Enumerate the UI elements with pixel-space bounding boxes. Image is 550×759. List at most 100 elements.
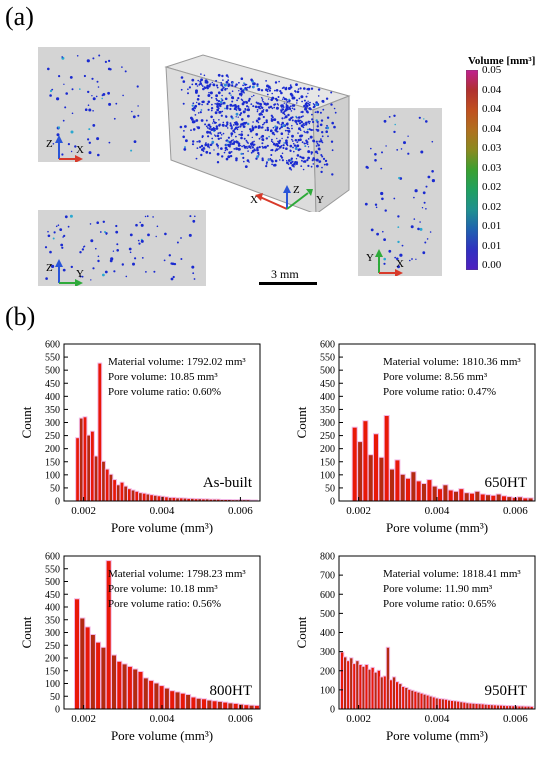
- annotation-text: Material volume: 1792.02 mm³: [108, 356, 246, 368]
- x-tick-label: 0.004: [150, 505, 175, 517]
- scale-bar-label: 3 mm: [271, 267, 299, 281]
- pore-dot: [197, 79, 199, 82]
- pore-dot: [192, 219, 196, 223]
- pore-dot: [214, 135, 217, 137]
- pore-dot: [281, 87, 284, 89]
- histogram-bar: [142, 493, 146, 501]
- annotation-text: Pore volume: 10.18 mm³: [108, 583, 218, 595]
- pore-dot: [153, 270, 156, 273]
- pore-dot: [217, 137, 220, 140]
- histogram-bar: [518, 497, 522, 501]
- pore-dot: [306, 128, 309, 131]
- pore-dot: [155, 235, 157, 238]
- pore-dot: [253, 148, 256, 151]
- pore-dot: [317, 147, 321, 151]
- pore-dot: [56, 97, 60, 101]
- histogram-bar: [441, 699, 445, 709]
- pore-dot: [268, 135, 270, 138]
- pore-dot: [288, 127, 290, 130]
- pore-dot: [229, 122, 232, 125]
- pore-dot: [281, 98, 284, 100]
- pore-dot: [413, 218, 416, 220]
- pore-dot: [295, 83, 298, 86]
- pore-dot: [307, 87, 311, 91]
- pore-dot: [204, 123, 207, 126]
- pore-dot: [217, 91, 221, 95]
- pore-dot: [302, 168, 305, 171]
- pore-dot: [79, 275, 82, 278]
- pore-dot: [250, 78, 253, 82]
- pore-dot: [244, 165, 248, 168]
- pore-dot: [218, 123, 221, 127]
- pore-dot: [270, 154, 273, 156]
- pore-dot: [92, 97, 96, 101]
- pore-dot: [115, 102, 118, 105]
- pore-dot: [297, 132, 299, 134]
- histogram-bar: [527, 706, 530, 709]
- histogram-bar: [448, 700, 451, 709]
- histogram-bar: [374, 672, 377, 709]
- histogram-bar: [176, 498, 179, 501]
- y-tick-label: 0: [330, 705, 335, 716]
- pore-dot: [49, 89, 53, 93]
- histogram-bar: [75, 599, 79, 709]
- pore-dot: [326, 116, 330, 119]
- pore-dot: [237, 126, 240, 129]
- pore-dot: [255, 157, 258, 160]
- pore-dot: [272, 142, 276, 146]
- pore-dot: [271, 107, 274, 110]
- pore-dot: [263, 121, 266, 124]
- sample-label: 650HT: [485, 475, 528, 491]
- y-tick-label: 100: [320, 685, 335, 696]
- pore-dot: [273, 118, 277, 121]
- annotation-text: Material volume: 1798.23 mm³: [108, 568, 246, 580]
- pore-dot: [87, 90, 90, 94]
- pore-dot: [289, 84, 292, 87]
- pore-dot: [258, 146, 261, 149]
- pore-dot: [125, 275, 128, 278]
- pore-dot: [305, 95, 308, 98]
- pore-dot: [182, 135, 185, 139]
- pore-dot: [104, 60, 107, 63]
- annotation-text: Material volume: 1810.36 mm³: [383, 356, 521, 368]
- ct-volume-3d: X Z Y: [163, 52, 353, 212]
- histogram-bar: [402, 687, 405, 709]
- pore-dot: [277, 96, 280, 98]
- pore-dot: [266, 161, 268, 164]
- pore-dot: [133, 140, 137, 143]
- histogram-bar: [150, 495, 153, 501]
- pore-dot: [289, 86, 293, 89]
- pore-dot: [427, 175, 431, 179]
- pore-dot: [400, 148, 403, 150]
- pore-dot: [251, 136, 253, 139]
- pore-dot: [307, 120, 310, 124]
- histogram-bar: [128, 489, 131, 501]
- pore-dot: [320, 119, 324, 122]
- pore-dot: [233, 107, 237, 110]
- y-axis-label: Count: [19, 616, 34, 648]
- pore-dot: [252, 94, 255, 97]
- pore-dot: [291, 107, 294, 110]
- pore-dot: [252, 129, 255, 131]
- pore-dot: [306, 159, 309, 162]
- pore-dot: [257, 149, 259, 151]
- pore-dot: [275, 89, 279, 92]
- pore-dot: [302, 156, 305, 160]
- pore-dot: [265, 165, 268, 168]
- pore-dot: [95, 95, 98, 98]
- pore-dot: [230, 94, 232, 96]
- x-tick-label: 0.006: [503, 505, 528, 517]
- pore-dot: [190, 116, 193, 120]
- pore-dot: [422, 191, 426, 195]
- pore-dot: [325, 163, 329, 166]
- pore-dot: [239, 87, 243, 91]
- pore-dot: [370, 228, 374, 232]
- pore-dot: [215, 84, 219, 87]
- pore-dot: [225, 144, 227, 146]
- pore-dot: [385, 145, 387, 147]
- pore-dot: [196, 101, 198, 104]
- pore-dot: [192, 128, 196, 131]
- pore-dot: [260, 112, 262, 115]
- pore-dot: [250, 142, 254, 146]
- pore-dot: [261, 158, 264, 162]
